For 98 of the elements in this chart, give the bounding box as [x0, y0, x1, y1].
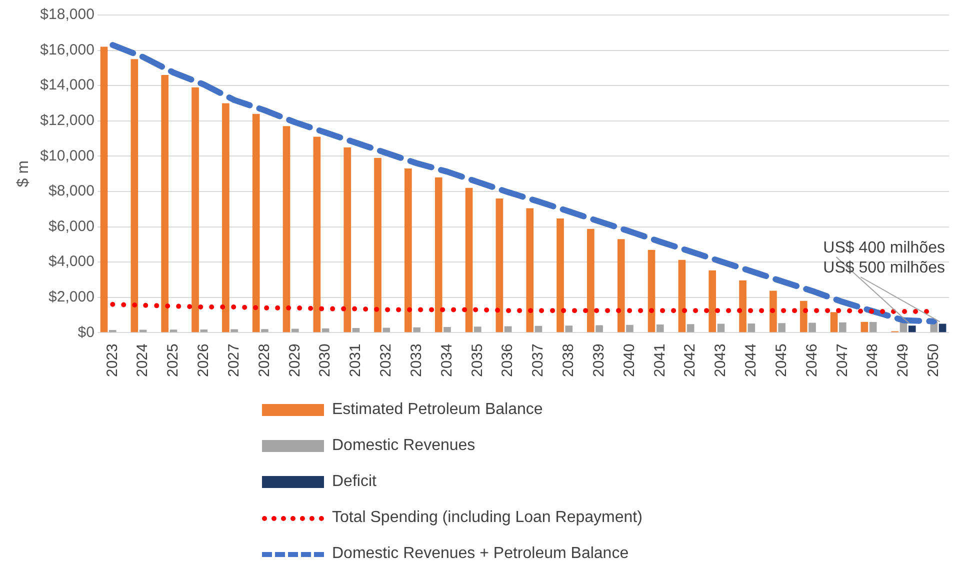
bar: [596, 325, 603, 332]
x-tick-label: 2030: [316, 344, 334, 378]
bar: [778, 323, 786, 332]
bar: [374, 158, 382, 332]
bar: [344, 147, 352, 332]
bar: [869, 322, 877, 332]
x-tick-label: 2050: [925, 344, 942, 378]
bar: [556, 218, 564, 332]
y-tick-label: $2,000: [48, 288, 94, 306]
bar: [938, 324, 946, 332]
x-tick-label: 2034: [438, 344, 456, 378]
bar: [108, 330, 116, 332]
x-tick-label: 2033: [408, 344, 425, 378]
x-tick-label: 2049: [894, 344, 912, 378]
y-tick-label: $12,000: [40, 112, 94, 130]
bar: [252, 114, 260, 332]
bar: [200, 329, 208, 332]
bar: [413, 327, 420, 332]
bar: [474, 326, 482, 332]
x-tick-label: 2040: [620, 344, 638, 378]
x-tick-label: 2036: [499, 344, 516, 378]
legend-label: Estimated Petroleum Balance: [332, 401, 543, 419]
bar: [282, 126, 290, 332]
bar: [626, 324, 634, 332]
legend-label: Deficit: [332, 473, 376, 491]
legend-label: Domestic Revenues + Petroleum Balance: [332, 545, 629, 563]
bar: [800, 300, 808, 332]
bar: [322, 328, 330, 332]
bar: [352, 328, 360, 332]
bar: [291, 328, 299, 332]
x-tick-label: 2042: [682, 344, 699, 378]
y-tick-label: $18,000: [40, 6, 94, 24]
x-tick-label: 2045: [772, 344, 790, 378]
y-tick-label: $10,000: [40, 147, 94, 164]
bar: [382, 328, 390, 332]
x-tick-label: 2037: [530, 344, 547, 378]
x-tick-label: 2024: [134, 344, 152, 378]
x-tick-label: 2048: [864, 344, 882, 378]
y-tick-label: $6,000: [48, 218, 94, 235]
bar: [808, 322, 816, 332]
bar: [444, 326, 451, 332]
bar: [404, 168, 412, 332]
x-tick-label: 2025: [164, 344, 182, 378]
x-tick-label: 2032: [378, 344, 395, 378]
legend-label: Domestic Revenues: [332, 437, 476, 455]
y-axis-title: $ m: [15, 160, 32, 188]
bar: [222, 103, 230, 332]
x-tick-label: 2047: [834, 344, 851, 378]
bar: [261, 329, 268, 332]
bar: [192, 87, 199, 332]
x-tick-label: 2039: [590, 344, 608, 378]
bar: [770, 290, 777, 332]
x-tick-label: 2031: [347, 344, 364, 378]
bar: [838, 322, 846, 332]
x-tick-label: 2035: [468, 344, 486, 378]
bar: [717, 324, 725, 332]
y-tick-label: $14,000: [40, 76, 94, 94]
bar: [656, 324, 664, 332]
bar: [434, 177, 442, 332]
legend-label: Total Spending (including Loan Repayment): [332, 509, 642, 527]
annotation: US$ 400 milhões: [823, 239, 945, 256]
bar: [830, 312, 838, 332]
bar: [860, 322, 868, 332]
bar: [313, 136, 321, 332]
bar: [534, 326, 542, 332]
y-tick-label: $16,000: [40, 41, 94, 58]
bar: [130, 59, 138, 332]
y-tick-label: $0: [78, 324, 94, 341]
bar: [686, 324, 694, 332]
x-tick-label: 2046: [803, 344, 820, 378]
bar: [504, 326, 512, 332]
y-tick-label: $4,000: [48, 253, 94, 270]
bar: [908, 326, 916, 332]
bar: [708, 270, 716, 332]
x-tick-label: 2038: [560, 344, 578, 378]
x-tick-label: 2028: [256, 344, 273, 378]
x-tick-label: 2026: [195, 344, 212, 378]
bar: [678, 260, 686, 332]
bar: [161, 74, 169, 332]
bar: [617, 239, 625, 332]
bar: [465, 188, 473, 332]
bar: [587, 228, 594, 332]
x-tick-label: 2029: [286, 344, 304, 378]
x-tick-label: 2027: [225, 344, 242, 378]
bar: [170, 330, 178, 332]
bar: [496, 198, 504, 332]
bar: [648, 250, 656, 332]
bar: [748, 323, 756, 332]
x-tick-label: 2023: [104, 344, 121, 378]
bar: [100, 46, 108, 332]
y-tick-label: $8,000: [48, 182, 94, 200]
x-tick-label: 2043: [712, 344, 730, 378]
bar: [565, 326, 573, 332]
bar: [526, 208, 534, 332]
annotation: US$ 500 milhões: [823, 259, 945, 276]
bar: [739, 280, 746, 332]
x-tick-label: 2041: [651, 344, 668, 378]
x-tick-label: 2044: [742, 344, 760, 378]
